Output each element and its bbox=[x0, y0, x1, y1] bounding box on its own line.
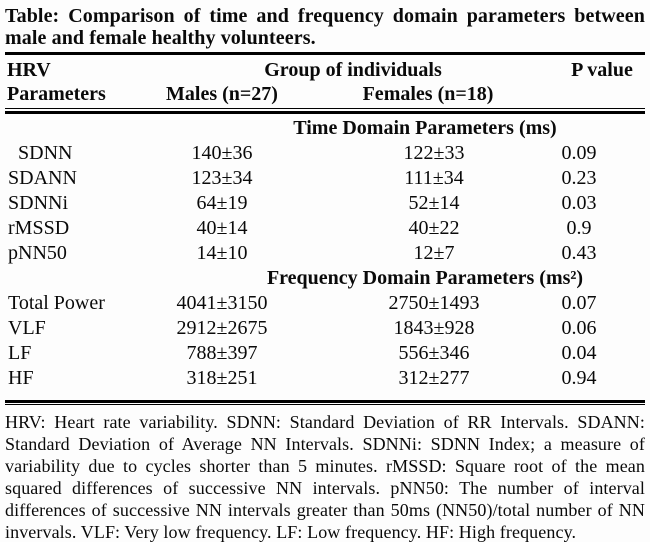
cell-parameter: SDANN bbox=[8, 167, 77, 189]
header-p-value: P value bbox=[571, 59, 633, 81]
table-bottom-rule bbox=[5, 400, 645, 405]
table-header-row-1: HRV Group of individuals P value bbox=[5, 58, 645, 82]
cell-males-value: 64±19 bbox=[196, 192, 248, 214]
cell-males-value: 788±397 bbox=[186, 342, 258, 364]
table-footnote: HRV: Heart rate variability. SDNN: Stand… bbox=[5, 412, 645, 542]
header-empty-cell bbox=[559, 82, 645, 106]
cell-males-value: 318±251 bbox=[186, 367, 258, 389]
header-females: Females (n=18) bbox=[362, 83, 494, 105]
table-title: Table: Comparison of time and frequency … bbox=[5, 5, 645, 49]
header-parameters: Parameters bbox=[7, 83, 106, 105]
title-divider-rule bbox=[5, 52, 645, 55]
header-hrv: HRV bbox=[7, 59, 51, 81]
section-header: Frequency Domain Parameters (ms²) bbox=[266, 267, 584, 289]
header-divider-rule bbox=[5, 108, 645, 114]
cell-p-value: 0.94 bbox=[561, 367, 597, 389]
cell-p-value: 0.23 bbox=[561, 167, 597, 189]
cell-males-value: 2912±2675 bbox=[176, 317, 268, 339]
header-group: Group of individuals bbox=[264, 59, 442, 81]
table-row: SDANN 123±34 111±34 0.23 bbox=[5, 166, 645, 191]
cell-p-value: 0.43 bbox=[561, 242, 597, 264]
cell-parameter: Total Power bbox=[8, 292, 105, 314]
cell-parameter: VLF bbox=[8, 317, 46, 339]
cell-females-value: 122±33 bbox=[403, 142, 465, 164]
cell-parameter: LF bbox=[8, 342, 32, 364]
cell-males-value: 4041±3150 bbox=[176, 292, 268, 314]
table-row: VLF 2912±2675 1843±928 0.06 bbox=[5, 316, 645, 341]
table-header-row-2: Parameters Males (n=27) Females (n=18) bbox=[5, 82, 645, 106]
cell-males-value: 140±36 bbox=[191, 142, 253, 164]
table-body: Time Domain Parameters (ms) SDNN 140±36 122… bbox=[5, 114, 645, 400]
table-row: SDNNi 64±19 52±14 0.03 bbox=[5, 191, 645, 216]
cell-parameter: SDNN bbox=[18, 142, 73, 164]
table-row: pNN50 14±10 12±7 0.43 bbox=[5, 241, 645, 266]
cell-females-value: 556±346 bbox=[398, 342, 470, 364]
cell-p-value: 0.09 bbox=[561, 142, 597, 164]
table-row: rMSSD 40±14 40±22 0.9 bbox=[5, 216, 645, 241]
table-row: HF 318±251 312±277 0.94 bbox=[5, 366, 645, 391]
table-row: LF 788±397 556±346 0.04 bbox=[5, 341, 645, 366]
cell-parameter: rMSSD bbox=[8, 217, 70, 239]
cell-males-value: 14±10 bbox=[196, 242, 248, 264]
cell-p-value: 0.03 bbox=[561, 192, 597, 214]
header-males: Males (n=27) bbox=[166, 83, 278, 105]
cell-females-value: 2750±1493 bbox=[388, 292, 480, 314]
cell-parameter: SDNNi bbox=[8, 192, 69, 214]
cell-parameter: pNN50 bbox=[8, 242, 67, 264]
cell-females-value: 111±34 bbox=[404, 167, 464, 189]
cell-p-value: 0.04 bbox=[561, 342, 597, 364]
cell-p-value: 0.9 bbox=[566, 217, 592, 239]
cell-males-value: 40±14 bbox=[196, 217, 248, 239]
cell-p-value: 0.07 bbox=[561, 292, 597, 314]
table-row: SDNN 140±36 122±33 0.09 bbox=[5, 141, 645, 166]
cell-males-value: 123±34 bbox=[191, 167, 253, 189]
cell-females-value: 40±22 bbox=[408, 217, 460, 239]
section-header: Time Domain Parameters (ms) bbox=[293, 117, 557, 139]
cell-p-value: 0.06 bbox=[561, 317, 597, 339]
cell-females-value: 12±7 bbox=[413, 242, 455, 264]
cell-females-value: 52±14 bbox=[408, 192, 460, 214]
cell-females-value: 1843±928 bbox=[393, 317, 475, 339]
cell-females-value: 312±277 bbox=[398, 367, 470, 389]
table-row: Total Power 4041±3150 2750±1493 0.07 bbox=[5, 291, 645, 316]
cell-parameter: HF bbox=[8, 367, 34, 389]
